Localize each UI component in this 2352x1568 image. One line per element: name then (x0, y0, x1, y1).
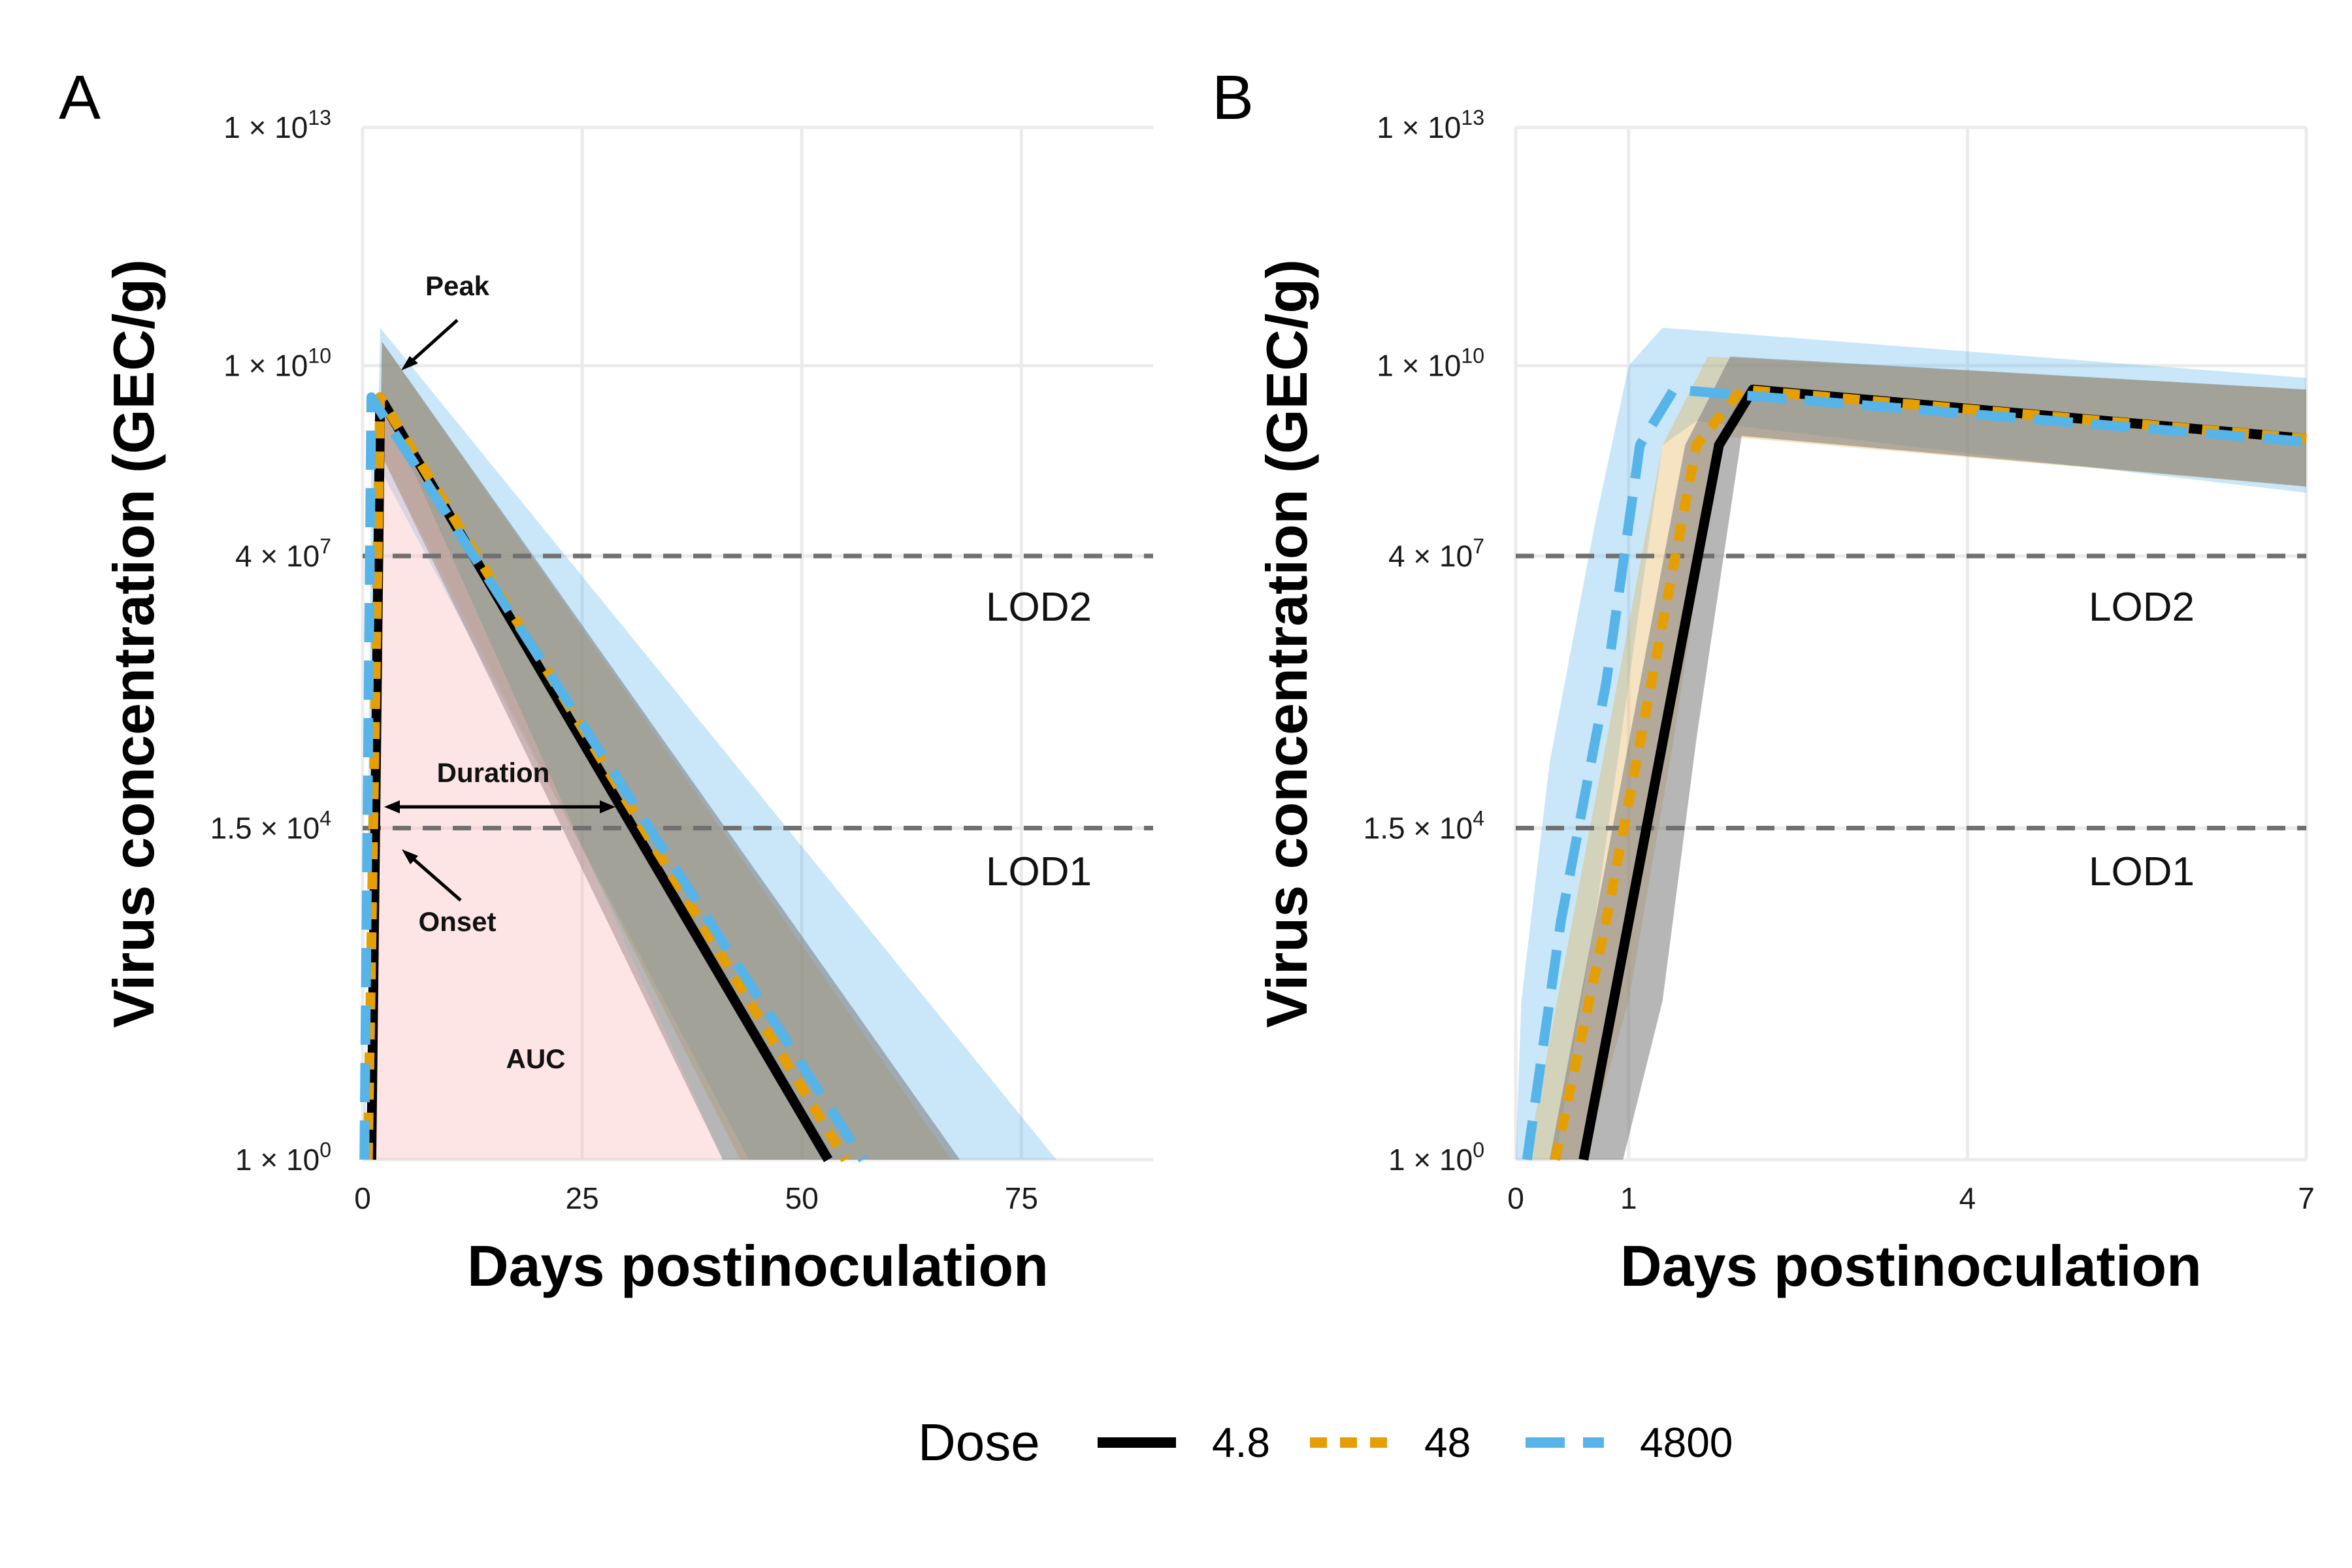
legend: Dose 4.8 48 4800 (918, 1413, 1733, 1471)
peak-arrow-head (401, 356, 418, 370)
annotation-peak: Peak (425, 270, 490, 301)
y-axis-title-a: Virus concentration (GEC/g) (101, 259, 166, 1028)
y-tick-label-4: 1 × 1013 (1377, 106, 1484, 144)
y-tick-label-1: 1.5 × 104 (210, 806, 331, 845)
line-dose-48 (1550, 384, 2307, 1161)
x-tick-label-0: 0 (1507, 1181, 1524, 1215)
onset-arrow (407, 853, 462, 902)
duration-arrow-head-right (600, 800, 615, 813)
y-tick-labels-b: 1 × 100 1.5 × 104 4 × 107 1 × 1010 1 × 1013 (1364, 106, 1484, 1177)
lod-lines-a (363, 553, 1153, 830)
x-tick-labels-b: 0 1 4 7 (1507, 1181, 2315, 1215)
annotation-auc: AUC (506, 1043, 566, 1074)
onset-arrow-head (402, 849, 418, 864)
panel-b: B 1 × 100 1.5 × 104 4 × 107 1 × 1010 1 × 101… (1212, 63, 2315, 1298)
y-tick-label-1: 1.5 × 104 (1364, 806, 1484, 845)
panel-a: A 1 × 100 1.5 × 104 4 × 107 1 × 1010 1 × 101… (59, 63, 1153, 1298)
y-tick-label-3: 1 × 1010 (1377, 344, 1484, 383)
y-tick-label-2: 4 × 107 (235, 534, 331, 573)
lod1-label-a: LOD1 (986, 849, 1092, 894)
annotations-a: Peak Duration Onset AUC (384, 270, 615, 1074)
panel-letter-a: A (59, 63, 101, 133)
y-tick-label-3: 1 × 1010 (223, 344, 331, 383)
x-tick-label-1: 1 (1620, 1181, 1637, 1215)
x-axis-title-b: Days postinoculation (1620, 1233, 2202, 1298)
auc-region (371, 397, 723, 1160)
y-tick-label-0: 1 × 100 (1388, 1138, 1484, 1177)
x-axis-title-a: Days postinoculation (467, 1233, 1049, 1298)
y-tick-label-4: 1 × 1013 (223, 106, 331, 144)
lod2-label-a: LOD2 (986, 585, 1092, 630)
legend-title: Dose (918, 1413, 1040, 1471)
panel-letter-b: B (1212, 63, 1254, 133)
x-tick-label-2: 50 (785, 1181, 819, 1215)
x-tick-label-0: 0 (354, 1181, 371, 1215)
peak-arrow (405, 319, 459, 367)
legend-label-4.8: 4.8 (1212, 1419, 1270, 1466)
x-tick-labels-a: 0 25 50 75 (354, 1181, 1038, 1215)
lod2-label-b: LOD2 (2089, 585, 2195, 630)
x-tick-label-1: 25 (566, 1181, 599, 1215)
x-tick-label-3: 75 (1005, 1181, 1038, 1215)
confidence-bands-a (363, 327, 1057, 1160)
line-dose-4800 (359, 392, 868, 1163)
legend-label-4800: 4800 (1640, 1419, 1733, 1466)
series-lines-a (359, 392, 868, 1163)
y-tick-label-0: 1 × 100 (235, 1138, 331, 1177)
line-dose-48 (363, 392, 850, 1162)
line-dose-4800 (1522, 384, 2307, 1161)
band-dose-4800 (363, 327, 1057, 1160)
duration-arrow-head-left (384, 800, 400, 813)
y-tick-labels-a: 1 × 100 1.5 × 104 4 × 107 1 × 1010 1 × 1013 (210, 106, 331, 1177)
series-lines-b (1522, 384, 2307, 1161)
legend-items: 4.8 48 4800 (1098, 1419, 1733, 1466)
lod1-label-b: LOD1 (2089, 849, 2195, 894)
x-tick-label-2: 4 (1959, 1181, 1976, 1215)
annotation-duration: Duration (437, 757, 550, 788)
y-tick-label-2: 4 × 107 (1388, 534, 1484, 573)
annotation-onset: Onset (418, 906, 496, 937)
y-axis-title-b: Virus concentration (GEC/g) (1254, 259, 1319, 1028)
x-tick-label-3: 7 (2298, 1181, 2315, 1215)
band-dose-4.8 (369, 342, 960, 1160)
auc-area (371, 397, 723, 1160)
legend-label-48: 48 (1424, 1419, 1471, 1466)
